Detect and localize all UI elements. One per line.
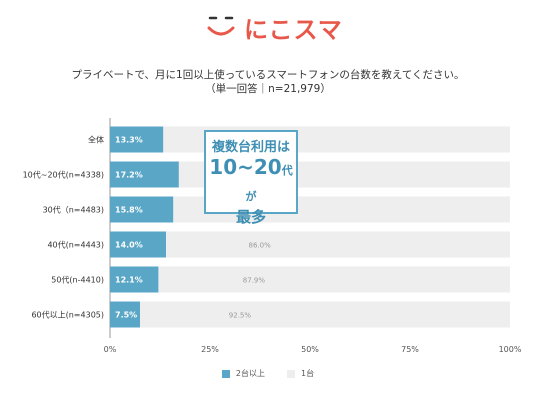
smile-logo-icon [207, 16, 235, 36]
legend-label-single: 1台 [301, 369, 315, 378]
category-label: 30代（n=4483) [43, 205, 104, 215]
callout-line2: 10~20代が [206, 156, 296, 208]
callout-line1: 複数台利用は [211, 140, 290, 155]
category-label: 60代以上(n=4305) [31, 310, 104, 320]
data-label-single: 92.5% [229, 312, 252, 320]
callout-line3: 最多 [235, 208, 266, 226]
data-label-single: 86.0% [249, 242, 272, 250]
logo-text: にこスマ [244, 15, 343, 44]
data-label-multi: 13.3% [115, 136, 143, 145]
x-tick-label: 25% [201, 345, 219, 354]
x-tick-label: 75% [401, 345, 419, 354]
bar-multi [110, 231, 166, 258]
legend-label-multi: 2台以上 [235, 369, 265, 378]
x-tick-label: 50% [301, 345, 319, 354]
chart-subtitle: （単一回答｜n=21,979） [205, 83, 331, 95]
legend-item-multi: 2台以上 [221, 368, 265, 379]
data-label-single: 87.9% [243, 277, 266, 285]
logo: にこスマ [206, 12, 343, 44]
data-label-multi: 7.5% [115, 311, 137, 320]
bar-multi [110, 301, 140, 328]
legend: 2台以上 1台 [0, 368, 536, 379]
category-label: 50代(n-4410) [51, 275, 104, 285]
bar-single [158, 266, 510, 293]
callout-box: 複数台利用は 10~20代が 最多 [204, 130, 298, 226]
x-tick-label: 0% [104, 345, 117, 354]
category-label: 10代~20代(n=4338) [23, 170, 104, 180]
data-label-multi: 12.1% [115, 276, 143, 285]
data-label-multi: 17.2% [115, 171, 143, 180]
bar-multi [110, 196, 174, 223]
legend-swatch-single [287, 369, 295, 378]
data-label-multi: 14.0% [115, 241, 143, 250]
bar-single [140, 301, 510, 328]
data-label-multi: 15.8% [115, 206, 143, 215]
bar-single [166, 231, 510, 258]
x-tick-label: 100% [499, 345, 522, 354]
bar-multi [110, 161, 179, 188]
bar-multi [110, 126, 164, 153]
callout-line2-main: 10~20 [209, 155, 282, 179]
category-label: 40代(n=4443) [47, 240, 104, 250]
category-label: 全体 [88, 135, 104, 145]
legend-item-single: 1台 [287, 368, 314, 379]
bar-multi [110, 266, 159, 293]
legend-swatch-multi [221, 369, 230, 378]
chart-title: プライベートで、月に1回以上使っているスマートフォンの台数を教えてください。 [71, 69, 465, 81]
callout-line2-small: 代が [245, 164, 293, 203]
